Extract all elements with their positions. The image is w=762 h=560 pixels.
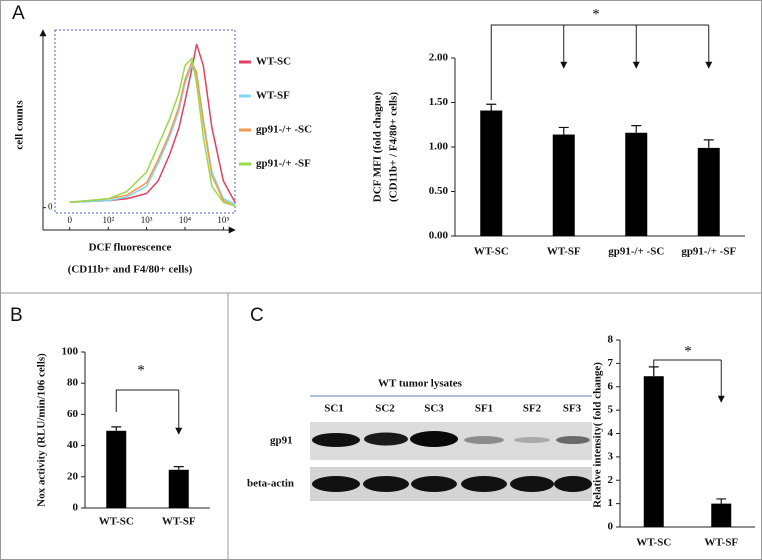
x-tick-label: WT-SC bbox=[474, 246, 509, 258]
plot-frame bbox=[54, 29, 236, 214]
bar bbox=[552, 134, 575, 236]
y-tick-label: 60 bbox=[67, 408, 79, 420]
band bbox=[364, 432, 408, 446]
panel-letter: C bbox=[250, 305, 264, 326]
error-bar bbox=[558, 126, 569, 135]
y-tick-label: 5 bbox=[608, 404, 614, 416]
y-tick-label: 20 bbox=[67, 470, 79, 482]
x-tick-label: WT-SF bbox=[704, 537, 738, 549]
x-tick-label: 10³ bbox=[141, 215, 153, 225]
y-tick-label: 0 bbox=[73, 502, 79, 514]
error-bar bbox=[703, 139, 714, 148]
bar bbox=[480, 110, 503, 236]
band bbox=[363, 476, 409, 492]
band bbox=[461, 476, 507, 492]
y-tick-label: 100 bbox=[62, 346, 79, 358]
y-tick-label: 0 bbox=[48, 202, 53, 212]
error-bar bbox=[111, 426, 122, 431]
lane-label: SC2 bbox=[375, 403, 395, 415]
x-tick-label: WT-SC bbox=[99, 516, 134, 528]
band bbox=[556, 436, 590, 444]
x-axis-label: DCF fluorescence bbox=[89, 242, 172, 254]
panel-letter: A bbox=[12, 3, 25, 24]
x-tick-label: 10⁴ bbox=[179, 215, 191, 225]
y-tick-label: 3 bbox=[608, 450, 614, 462]
legend-label: WT-SF bbox=[256, 90, 290, 102]
bar bbox=[168, 469, 189, 508]
lane-label: SC1 bbox=[324, 403, 344, 415]
significance-label: * bbox=[137, 362, 145, 378]
band bbox=[411, 476, 457, 492]
y-tick-label: 0.00 bbox=[429, 230, 449, 242]
y-axis-label: Nox activity (RLU/min/106 cells) bbox=[36, 353, 48, 507]
legend-label: WT-SC bbox=[256, 56, 291, 68]
legend-label: gp91-/+ -SF bbox=[256, 158, 311, 170]
y-tick-label: 6 bbox=[608, 380, 614, 392]
y-tick-label: 2 bbox=[608, 474, 614, 486]
bar bbox=[643, 376, 664, 527]
significance-label: * bbox=[684, 343, 692, 359]
bar bbox=[106, 430, 127, 508]
band bbox=[464, 436, 504, 444]
y-tick-label: 0 bbox=[608, 521, 614, 533]
error-bar bbox=[716, 498, 727, 504]
significance-label: * bbox=[592, 6, 600, 22]
row-label: beta-actin bbox=[247, 478, 294, 490]
error-bar bbox=[631, 125, 642, 133]
x-tick-label: 0 bbox=[67, 215, 72, 225]
row-label: gp91 bbox=[270, 435, 293, 447]
x-tick-label: WT-SC bbox=[636, 537, 671, 549]
legend-label: gp91-/+ -SC bbox=[256, 124, 312, 136]
lane-label: SC3 bbox=[424, 403, 444, 415]
histogram-line bbox=[69, 60, 236, 207]
significance-bracket bbox=[490, 24, 709, 100]
bar bbox=[697, 147, 720, 236]
band bbox=[514, 437, 550, 443]
y-tick-label: 80 bbox=[67, 377, 79, 389]
band bbox=[510, 476, 554, 492]
y-tick-label: 4 bbox=[608, 427, 614, 439]
band bbox=[554, 476, 592, 492]
x-tick-label: 10² bbox=[102, 215, 114, 225]
histogram-line bbox=[69, 43, 236, 204]
band bbox=[410, 431, 458, 447]
lane-label: SF2 bbox=[523, 403, 542, 415]
bar bbox=[711, 503, 732, 527]
y-axis-label: Relative intensity( fold change) bbox=[592, 362, 604, 508]
y-axis-label: cell counts bbox=[14, 100, 26, 150]
band bbox=[312, 433, 360, 447]
panel-letter: B bbox=[10, 305, 23, 326]
x-tick-label: 10⁵ bbox=[217, 215, 229, 225]
blot: WT tumor lysates SC1 SC2 SC3 SF1 SF2 SF3… bbox=[247, 378, 592, 501]
x-tick-label: WT-SF bbox=[162, 516, 196, 528]
histogram-line bbox=[69, 56, 236, 207]
error-bar bbox=[486, 103, 497, 111]
y-axis-label: (CD11b+ / F4/80+ cells) bbox=[388, 92, 400, 202]
y-tick-label: 0.50 bbox=[429, 185, 449, 197]
error-bar bbox=[173, 466, 184, 470]
y-tick-label: 2.00 bbox=[429, 52, 449, 64]
x-tick-label: WT-SF bbox=[547, 246, 581, 258]
y-tick-label: 1.50 bbox=[429, 96, 449, 108]
y-tick-label: 8 bbox=[608, 334, 614, 346]
y-tick-label: 40 bbox=[67, 439, 79, 451]
y-tick-label: 7 bbox=[608, 357, 614, 369]
y-tick-label: 1 bbox=[608, 497, 614, 509]
y-tick-label: 1.00 bbox=[429, 141, 449, 153]
x-tick-label: gp91-/+ -SF bbox=[681, 246, 736, 258]
lane-label: SF1 bbox=[475, 403, 493, 415]
significance-bracket bbox=[115, 389, 179, 412]
x-tick-label: gp91-/+ -SC bbox=[608, 246, 664, 258]
significance-bracket bbox=[653, 359, 722, 375]
lane-label: SF3 bbox=[563, 403, 582, 415]
blot-title: WT tumor lysates bbox=[378, 378, 463, 390]
y-axis-label: DCF MFI (fold chagne) bbox=[372, 91, 384, 202]
x-axis-label: (CD11b+ and F4/80+ cells) bbox=[68, 264, 193, 276]
band bbox=[312, 476, 360, 492]
histogram-line bbox=[69, 63, 236, 205]
bar bbox=[625, 132, 648, 236]
